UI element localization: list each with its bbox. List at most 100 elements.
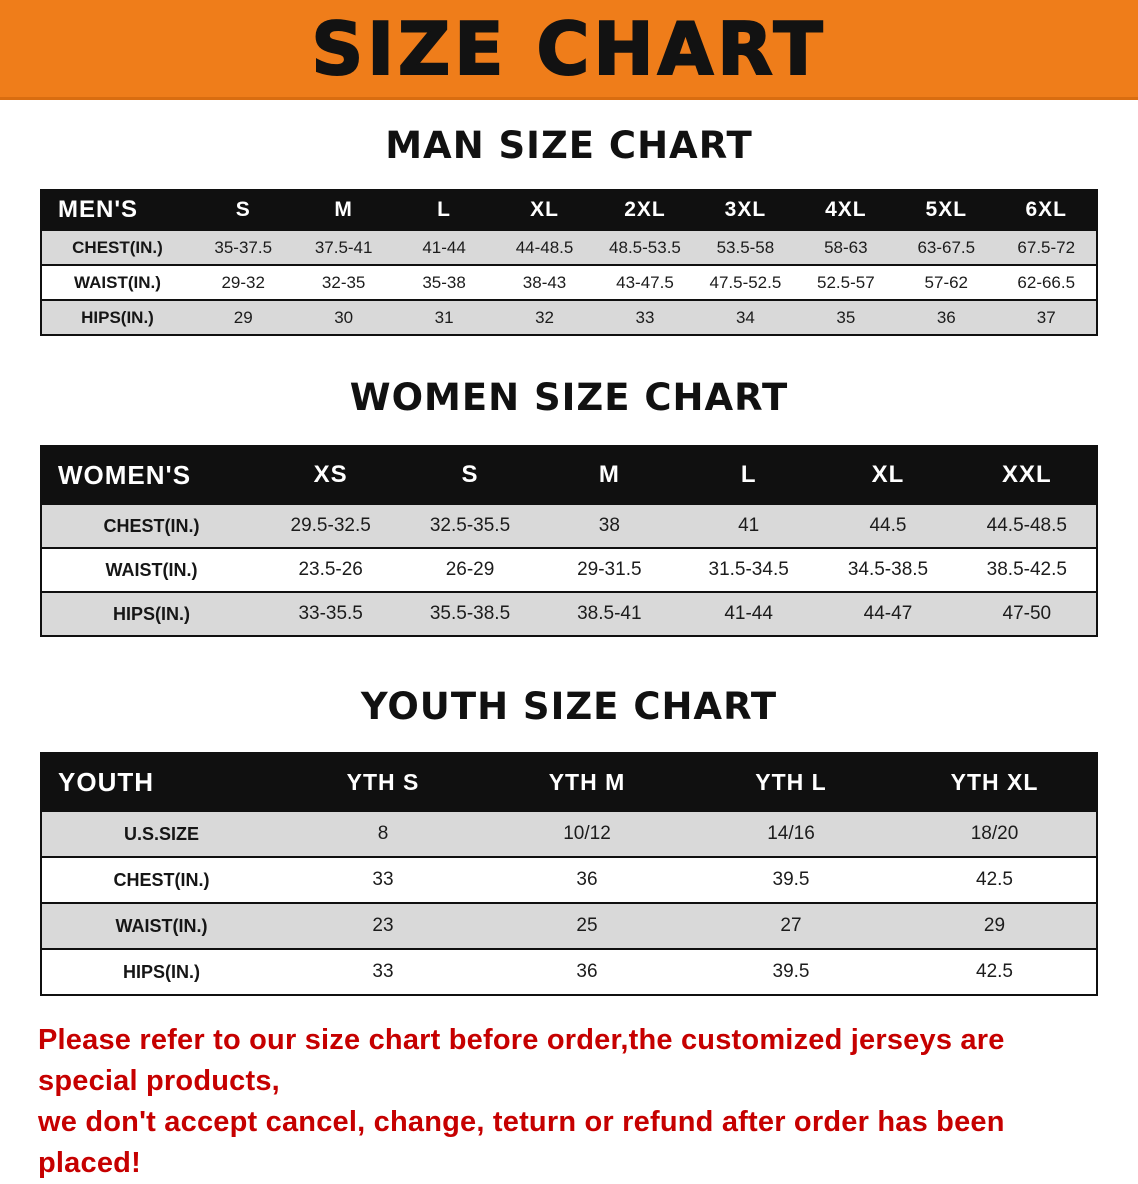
size-value-cell: 37 [1036,307,1056,327]
size-value-cell: 27 [780,915,802,936]
size-column-header: 3XL [724,198,767,221]
size-value-cell: 41-44 [724,603,773,624]
table-header-row: MEN'S S M L XL 2XL 3XL 4XL 5XL 6XL [41,190,1097,230]
size-value-cell: 29 [983,915,1006,936]
measurement-row-label: CHEST(IN.) [113,869,210,890]
size-value-cell: 31.5-34.5 [708,559,789,580]
table-row: HIPS(IN.) 29 30 31 32 33 34 35 36 37 [41,300,1097,335]
size-value-cell: 36 [576,869,598,890]
size-value-cell: 30 [334,307,354,327]
size-column-header: XL [530,198,559,221]
size-value-cell: 10/12 [563,823,611,844]
size-value-cell: 39.5 [772,961,810,982]
size-value-cell: 42.5 [976,961,1013,982]
measurement-row-label: U.S.SIZE [123,823,199,844]
size-column-header: XXL [1001,461,1052,488]
size-value-cell: 14/16 [767,823,815,844]
measurement-row-label: WAIST(IN.) [74,272,161,292]
size-column-header: S [235,198,251,221]
disclaimer-line-1: Please refer to our size chart before or… [38,1024,1005,1097]
size-value-cell: 62-66.5 [1017,272,1076,292]
size-value-cell: 38-43 [522,272,567,292]
size-value-cell: 57-62 [924,272,969,292]
measurement-row-label: CHEST(IN.) [103,515,200,536]
size-value-cell: 34 [735,307,755,327]
size-value-cell: 33-35.5 [298,603,363,624]
youth-section-heading: YOUTH SIZE CHART [360,685,778,728]
size-value-cell: 44.5 [869,515,907,536]
table-header-row: WOMEN'S XS S M L XL XXL [41,446,1097,504]
size-value-cell: 58-63 [824,237,868,257]
size-value-cell: 48.5-53.5 [609,237,681,257]
size-value-cell: 38.5-41 [577,603,642,624]
measurement-row-label: HIPS(IN.) [122,961,200,982]
size-value-cell: 35.5-38.5 [429,603,511,624]
size-value-cell: 34.5-38.5 [847,559,929,580]
table-corner-label: MEN'S [58,196,139,223]
size-column-header: YTH L [755,768,827,795]
size-value-cell: 36 [936,307,956,327]
size-value-cell: 67.5-72 [1017,237,1076,257]
size-column-header: XS [313,461,348,488]
table-row: CHEST(IN.) 35-37.5 37.5-41 41-44 44-48.5 48.5… [41,230,1097,265]
size-value-cell: 35-37.5 [214,237,273,257]
size-value-cell: 42.5 [976,869,1013,890]
table-row: WAIST(IN.) 29-32 32-35 35-38 38-43 43-47.5 47.… [41,265,1097,300]
table-row: WAIST(IN.) 23.5-26 26-29 29-31.5 31.5-34.5 34… [41,548,1097,592]
disclaimer: Please refer to our size chart before or… [38,1020,1100,1184]
youth-size-section: YOUTH SIZE CHART YOUTH YTH S YTH M YTH L YTH… [0,685,1138,996]
size-value-cell: 44.5-48.5 [986,515,1067,536]
banner: SIZE CHART [0,0,1138,100]
size-value-cell: 43-47.5 [616,272,674,292]
size-column-header: 2XL [624,198,666,221]
measurement-row-label: CHEST(IN.) [72,237,163,257]
table-row: HIPS(IN.) 33-35.5 35.5-38.5 38.5-41 41-44 44-… [41,592,1097,636]
size-value-cell: 33 [372,869,394,890]
men-size-section: MAN SIZE CHART MEN'S S M L XL 2XL 3XL 4XL 5XL 6XL… [0,124,1138,336]
size-value-cell: 23 [372,915,394,936]
size-value-cell: 29.5-32.5 [290,515,371,536]
youth-size-table: YOUTH YTH S YTH M YTH L YTH XL U.S.SIZE 8 10/12… [40,752,1098,996]
size-value-cell: 32 [535,307,554,327]
table-row: CHEST(IN.) 29.5-32.5 32.5-35.5 38 41 44.5 44.5… [41,504,1097,548]
size-column-header: YTH M [548,768,626,795]
size-column-header: XL [871,461,905,488]
measurement-row-label: HIPS(IN.) [112,603,190,624]
size-column-header: L [740,461,757,488]
size-value-cell: 18/20 [970,823,1019,844]
size-value-cell: 44-48.5 [515,237,574,257]
table-row: U.S.SIZE 8 10/12 14/16 18/20 [41,811,1097,857]
table-header-row: YOUTH YTH S YTH M YTH L YTH XL [41,753,1097,811]
size-value-cell: 38 [598,515,620,536]
measurement-row-label: WAIST(IN.) [105,559,198,580]
men-size-table: MEN'S S M L XL 2XL 3XL 4XL 5XL 6XL CHEST(IN.) 35-37… [40,189,1098,336]
size-value-cell: 41-44 [422,237,466,257]
table-corner-label: YOUTH [58,766,154,797]
size-value-cell: 35-38 [422,272,466,292]
size-value-cell: 25 [576,915,598,936]
banner-title: SIZE CHART [310,6,827,91]
size-value-cell: 33 [372,961,394,982]
size-value-cell: 35 [836,307,856,327]
women-size-table: WOMEN'S XS S M L XL XXL CHEST(IN.) 29.5-32.5 32.5… [40,445,1098,637]
size-value-cell: 37.5-41 [314,237,373,257]
size-column-header: YTH S [346,768,420,795]
size-column-header: L [437,198,451,221]
size-column-header: 6XL [1025,198,1067,221]
size-value-cell: 23.5-26 [298,559,363,580]
size-value-cell: 32-35 [321,272,366,292]
size-value-cell: 29 [233,307,253,327]
size-value-cell: 47.5-52.5 [709,272,782,292]
size-column-header: 5XL [925,198,968,221]
size-column-header: M [598,461,620,488]
size-value-cell: 8 [377,823,389,844]
size-column-header: S [461,461,479,488]
size-value-cell: 29-32 [221,272,265,292]
disclaimer-line-2: we don't accept cancel, change, teturn o… [38,1106,1005,1179]
size-column-header: 4XL [825,198,867,221]
table-row: CHEST(IN.) 33 36 39.5 42.5 [41,857,1097,903]
size-value-cell: 63-67.5 [917,237,976,257]
size-value-cell: 26-29 [445,559,495,580]
measurement-row-label: WAIST(IN.) [115,915,208,936]
